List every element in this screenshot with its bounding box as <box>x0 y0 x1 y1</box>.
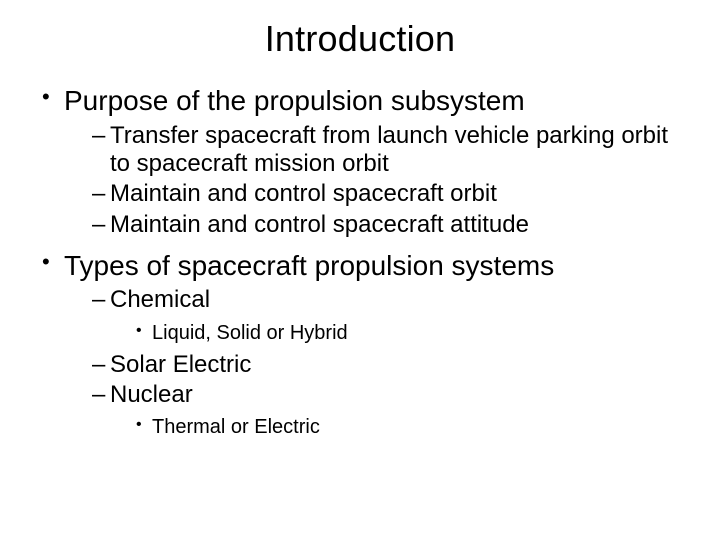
slide-title: Introduction <box>32 18 688 60</box>
list-item: Liquid, Solid or Hybrid <box>136 321 688 345</box>
list-item: Purpose of the propulsion subsystem Tran… <box>40 84 688 239</box>
bullet-list: Purpose of the propulsion subsystem Tran… <box>32 84 688 439</box>
list-item: Transfer spacecraft from launch vehicle … <box>92 122 688 179</box>
list-item: Chemical Liquid, Solid or Hybrid <box>92 286 688 344</box>
list-item: Thermal or Electric <box>136 415 688 439</box>
list-item: Maintain and control spacecraft attitude <box>92 211 688 239</box>
list-item-text: Maintain and control spacecraft attitude <box>110 211 529 238</box>
list-item: Types of spacecraft propulsion systems C… <box>40 249 688 440</box>
list-item: Maintain and control spacecraft orbit <box>92 180 688 208</box>
bullet-subsublist: Thermal or Electric <box>110 415 688 439</box>
slide: Introduction Purpose of the propulsion s… <box>0 0 720 540</box>
list-item-text: Chemical <box>110 286 210 313</box>
bullet-sublist: Chemical Liquid, Solid or Hybrid Solar E… <box>64 286 688 439</box>
bullet-subsublist: Liquid, Solid or Hybrid <box>110 321 688 345</box>
list-item-text: Solar Electric <box>110 351 251 378</box>
list-item-text: Maintain and control spacecraft orbit <box>110 180 497 207</box>
list-item-text: Transfer spacecraft from launch vehicle … <box>110 122 668 177</box>
bullet-sublist: Transfer spacecraft from launch vehicle … <box>64 122 688 239</box>
list-item: Nuclear Thermal or Electric <box>92 381 688 439</box>
list-item-text: Types of spacecraft propulsion systems <box>64 250 554 281</box>
list-item-text: Purpose of the propulsion subsystem <box>64 85 525 116</box>
list-item-text: Liquid, Solid or Hybrid <box>152 322 348 344</box>
list-item: Solar Electric <box>92 351 688 379</box>
list-item-text: Thermal or Electric <box>152 416 320 438</box>
list-item-text: Nuclear <box>110 381 193 408</box>
